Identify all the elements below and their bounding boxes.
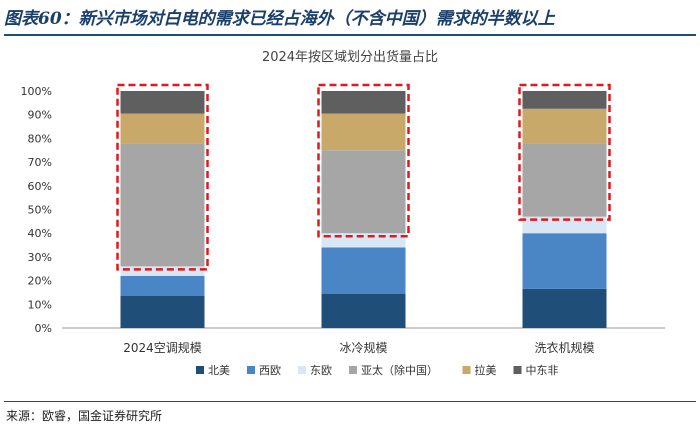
legend-label: 北美	[208, 364, 230, 377]
x-category-label: 2024空调规模	[123, 340, 202, 355]
y-tick-label: 30%	[28, 251, 52, 264]
bar-segment	[120, 91, 205, 114]
bar-segment	[321, 293, 406, 328]
bar-segment	[321, 91, 406, 114]
source-rule	[4, 401, 696, 402]
legend-swatch	[298, 366, 306, 374]
bar-segment	[120, 143, 205, 267]
highlight-box	[317, 83, 410, 238]
y-tick-label: 0%	[35, 322, 52, 335]
stacked-bar-chart: 2024年按区域划分出货量占比 0% 10% 20% 30% 40% 50% 60% 70% 80…	[21, 49, 665, 377]
legend-swatch	[349, 366, 357, 374]
y-tick-label: 50%	[28, 204, 52, 217]
bar-segment	[120, 275, 205, 297]
source-note: 来源：欧睿，国金证券研究所	[6, 409, 163, 423]
bar-segment	[321, 150, 406, 234]
x-category-label: 洗衣机规模	[534, 340, 594, 355]
bar-segment	[522, 91, 607, 109]
y-tick-label: 60%	[28, 180, 52, 193]
highlight-box	[518, 83, 611, 221]
bar-segment	[522, 143, 607, 217]
bar-segment	[120, 266, 205, 276]
legend-swatch	[247, 366, 255, 374]
y-tick-label: 20%	[28, 275, 52, 288]
legend-label: 中东非	[526, 364, 559, 377]
y-tick-label: 40%	[28, 227, 52, 240]
y-tick-label: 100%	[21, 85, 52, 98]
x-category-label: 冰冷规模	[339, 340, 387, 355]
bar-segment	[522, 233, 607, 289]
legend-label: 拉美	[475, 363, 497, 377]
legend-label: 亚太（除中国）	[361, 363, 438, 377]
legend-label: 东欧	[310, 364, 332, 377]
bar-segment	[120, 113, 205, 144]
bar-segment	[522, 108, 607, 144]
y-tick-label: 10%	[28, 298, 52, 311]
legend-swatch	[196, 366, 204, 374]
chart-title: 2024年按区域划分出货量占比	[262, 49, 438, 65]
y-tick-label: 80%	[28, 132, 52, 145]
legend-swatch	[513, 366, 522, 374]
legend-label: 西欧	[259, 364, 281, 377]
legend-swatch	[462, 366, 471, 374]
title-rule	[4, 34, 696, 36]
bar-segment	[321, 247, 406, 294]
y-tick-label: 70%	[28, 156, 52, 169]
y-tick-label: 90%	[28, 109, 52, 122]
bar-segment	[120, 296, 205, 328]
figure-title: 图表60：新兴市场对白电的需求已经占海外（不含中国）需求的半数以上	[4, 9, 555, 29]
bar-segment	[522, 288, 607, 328]
bar-segment	[321, 113, 406, 151]
highlight-box	[116, 83, 209, 271]
